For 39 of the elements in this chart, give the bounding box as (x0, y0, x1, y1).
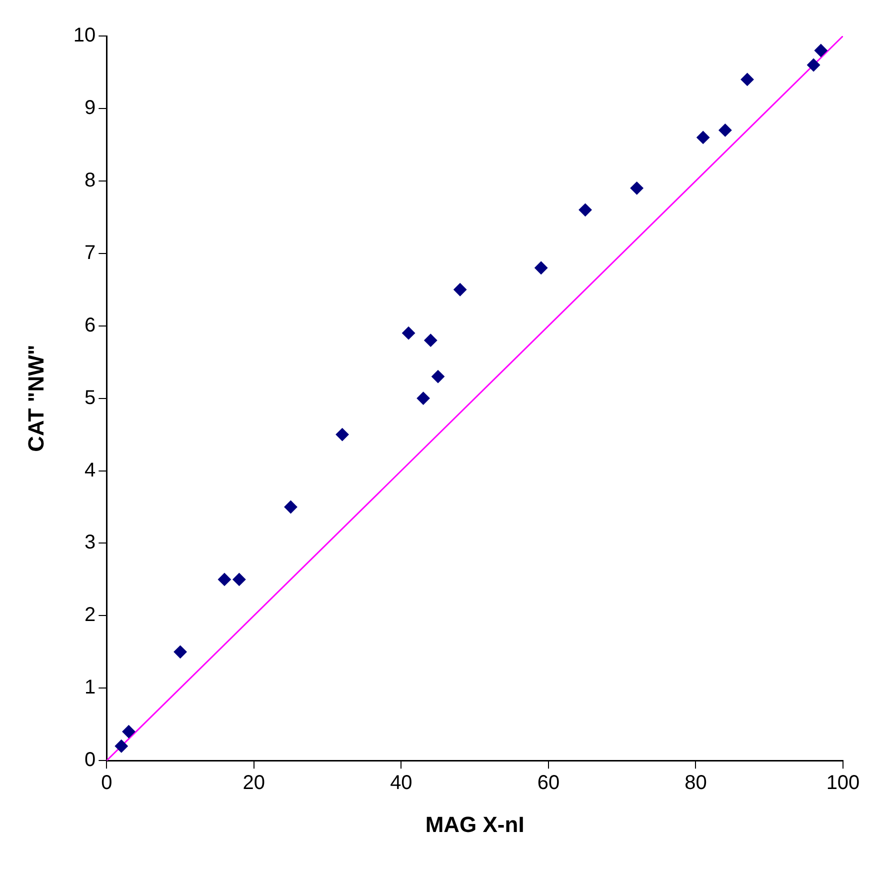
x-tick-label: 20 (242, 772, 266, 794)
x-axis-title: MAG X-nI (425, 812, 524, 837)
x-tick-label: 80 (684, 772, 707, 794)
point (424, 334, 438, 347)
point (218, 572, 231, 586)
x-tick-label: 40 (390, 772, 412, 794)
point (534, 261, 548, 274)
x-tick-label: 0 (101, 772, 112, 794)
y-tick-label: 3 (84, 532, 96, 554)
y-tick-label: 2 (84, 604, 96, 626)
y-tick-label: 8 (84, 169, 96, 192)
point (122, 725, 136, 738)
y-tick-label: 0 (84, 749, 96, 772)
point (807, 58, 820, 72)
point (232, 572, 246, 586)
y-tick-label: 9 (84, 96, 96, 119)
point (740, 72, 754, 86)
y-tick-label: 5 (84, 386, 96, 409)
point (578, 203, 592, 216)
point (718, 124, 732, 137)
point (416, 392, 430, 405)
x-tick-label: 60 (537, 772, 560, 794)
y-tick-label: 6 (84, 314, 96, 336)
y-axis-title: CAT "NW" (23, 344, 48, 452)
y-tick-label: 4 (84, 459, 96, 482)
point (402, 326, 416, 340)
point (696, 130, 710, 144)
y-tick-label: 1 (84, 676, 96, 699)
point (454, 283, 467, 296)
y-tick-label: 7 (84, 242, 96, 264)
point (432, 370, 445, 384)
y-tick-label: 10 (73, 24, 96, 47)
point (630, 182, 644, 195)
x-tick-label: 100 (826, 772, 860, 794)
point (336, 428, 349, 442)
point (114, 740, 128, 753)
point (814, 44, 828, 57)
point (174, 645, 187, 658)
point (284, 500, 298, 514)
